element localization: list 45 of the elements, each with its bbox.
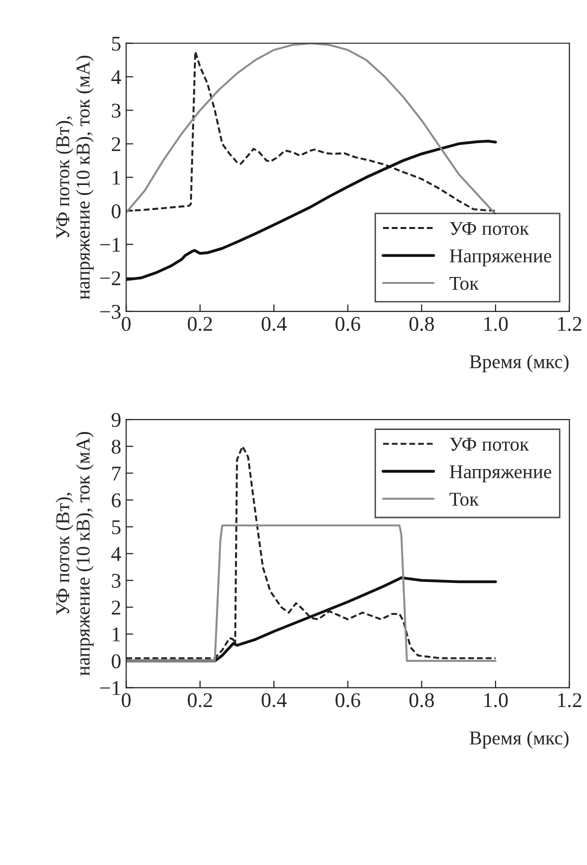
y-tick-label: 6: [112, 493, 121, 508]
line-series: [126, 524, 496, 662]
x-tick-label: 0.6: [336, 693, 360, 708]
x-tick-label: 0.8: [409, 693, 434, 708]
y-tick-label: −2: [100, 271, 120, 286]
x-tick-label: 0.8: [409, 316, 434, 332]
y-tick-label: 2: [112, 600, 120, 614]
y-tick-label: 1: [112, 628, 120, 642]
x-tick-label: 1.2: [558, 316, 582, 332]
legend-label: УФ поток: [450, 222, 530, 235]
legend-label: Ток: [450, 277, 479, 290]
x-tick-label: 0.2: [188, 693, 212, 708]
x-tick-label: 0.4: [262, 316, 287, 332]
y-tick-label: 5: [112, 36, 121, 51]
y-tick-label: 5: [112, 520, 121, 534]
y-tick-label: −1: [100, 238, 120, 252]
x-tick-label: 0: [122, 693, 131, 708]
y-axis-title: УФ поток (Вт), напряжение (10 кВ), ток (мА): [56, 432, 94, 676]
x-tick-label: 1.2: [558, 693, 582, 708]
x-axis-title: Время (мкс): [470, 354, 569, 372]
y-axis-title: УФ поток (Вт), напряжение (10 кВ), ток (мА): [56, 56, 94, 300]
legend-label: Напряжение: [450, 250, 552, 266]
x-tick-label: 1.0: [484, 316, 508, 332]
x-tick-label: 0: [122, 316, 131, 331]
legend-label: Ток: [450, 492, 479, 506]
x-axis-title: Время (мкс): [470, 730, 569, 749]
y-tick-label: 3: [112, 574, 121, 588]
x-tick-label: 1.0: [484, 693, 508, 708]
x-tick-label: 0.2: [188, 316, 212, 332]
y-tick-label: 1: [112, 170, 120, 185]
y-tick-label: −3: [100, 304, 121, 319]
y-tick-label: 8: [112, 440, 121, 454]
y-tick-label: 4: [111, 70, 122, 84]
y-tick-label: −1: [100, 681, 120, 695]
y-tick-label: 9: [112, 412, 120, 427]
legend-label: Напряжение: [450, 465, 552, 482]
y-tick-label: 0: [112, 654, 121, 668]
x-tick-label: 0.6: [336, 316, 360, 332]
legend-label: УФ поток: [450, 438, 530, 451]
y-tick-label: 2: [112, 137, 120, 152]
y-tick-label: 3: [112, 104, 121, 118]
y-tick-label: 0: [112, 204, 121, 218]
y-tick-label: 4: [111, 547, 122, 561]
x-tick-label: 0.4: [262, 693, 287, 708]
y-tick-label: 7: [112, 466, 121, 480]
